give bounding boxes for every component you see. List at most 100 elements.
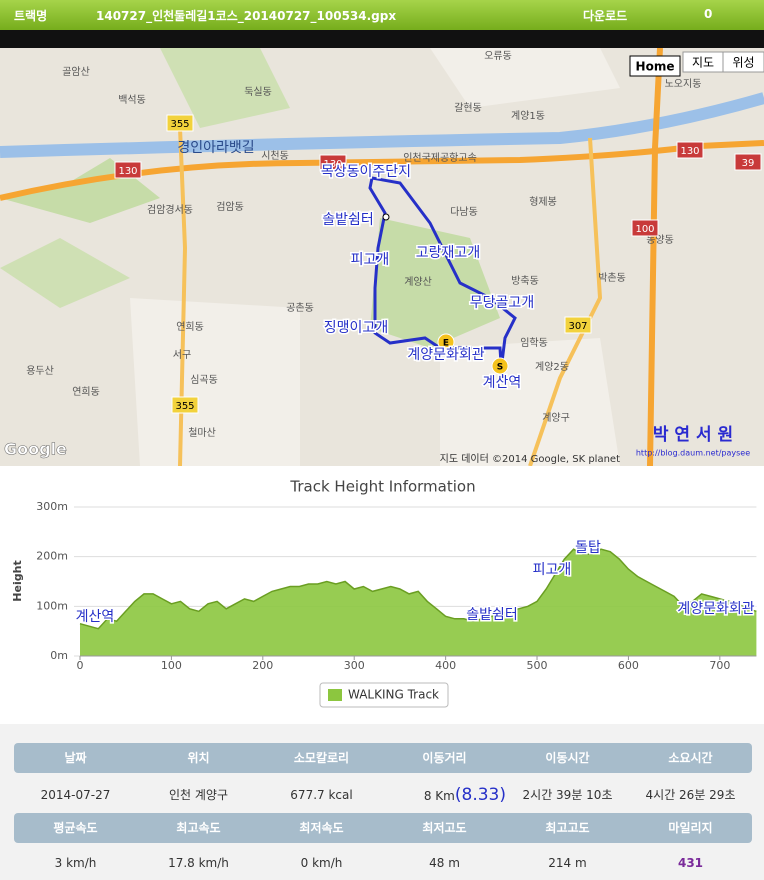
track-label: 트랙명	[14, 9, 48, 23]
value-text: 677.7 kcal	[290, 788, 353, 802]
road	[528, 137, 603, 466]
value-cell: 3 km/h	[14, 848, 137, 878]
park	[0, 238, 130, 308]
highway	[0, 140, 764, 201]
road-number: 39	[742, 158, 755, 169]
header-cell: 마일리지	[668, 821, 713, 835]
annotation: 피고개	[533, 562, 572, 578]
road-number: 130	[323, 159, 342, 170]
place-label: 동양동	[646, 234, 674, 246]
title-bar: 트랙명 140727_인천둘레길1코스_20140727_100534.gpx …	[0, 0, 764, 30]
annotation: 솔밭쉼터	[466, 607, 518, 623]
value-cell: 677.7 kcal	[260, 780, 383, 810]
track-name: 140727_인천둘레길1코스_20140727_100534.gpx	[96, 9, 397, 23]
x-tick-label: 300	[344, 659, 365, 672]
place-label: 방축동	[511, 275, 539, 287]
road-number: 130	[118, 166, 137, 177]
x-tick-label: 700	[709, 659, 730, 672]
place-label: 계양산	[404, 276, 432, 288]
legend-box	[319, 682, 449, 708]
area-line	[79, 548, 757, 630]
legend-label: WALKING Track	[348, 688, 439, 702]
map-button-label[interactable]: 지도	[692, 56, 714, 70]
route-label: 계양문화회관	[407, 347, 484, 363]
value-cell: 8 Km(8.33)	[383, 780, 506, 810]
map-button[interactable]	[722, 51, 764, 73]
value-text: 48 m	[429, 856, 460, 870]
place-label: 계양2동	[535, 361, 569, 373]
download-button[interactable]: 다운로드	[583, 9, 628, 23]
header-cell: 최고속도	[176, 821, 221, 835]
start-marker-label: S	[497, 363, 503, 373]
place-label: 공촌동	[286, 302, 314, 314]
header-cell: 소모칼로리	[293, 751, 350, 765]
value-cell: 48 m	[383, 848, 506, 878]
y-tick-label: 0m	[50, 649, 68, 662]
place-label: 인천국제공항고속	[403, 152, 477, 164]
urban	[440, 338, 620, 466]
header-cell: 이동시간	[545, 751, 590, 765]
y-tick-label: 200m	[36, 550, 68, 563]
x-tick-label: 0	[77, 659, 84, 672]
place-label: 심곡동	[190, 374, 218, 386]
x-tick-label: 400	[435, 659, 456, 672]
route-label: 피고개	[351, 252, 390, 268]
place-label: 백석동	[118, 94, 146, 106]
value-text: 2시간 39분 10초	[522, 788, 613, 802]
header-cell: 날짜	[64, 751, 87, 765]
x-tick-label: 500	[527, 659, 548, 672]
river	[0, 92, 764, 158]
road-number: 307	[568, 321, 587, 332]
header-row: 평균속도 최고속도 최저속도 최저고도 최고고도 마일리지	[14, 813, 752, 843]
place-label: 검암경서동	[147, 203, 193, 216]
value-cell: 2시간 39분 10초	[506, 780, 629, 810]
header-cell: 이동거리	[422, 751, 467, 765]
header-cell: 위치	[187, 751, 210, 765]
map-button-label[interactable]: Home	[636, 60, 675, 74]
place-label: 둑실동	[244, 86, 272, 98]
y-tick-label: 100m	[36, 599, 68, 612]
value-text: 4시간 26분 29초	[645, 788, 736, 802]
value-cell: 인천 계양구	[137, 780, 260, 810]
road-shield	[676, 141, 704, 159]
place-label: 검암동	[216, 201, 244, 213]
road-shield	[114, 161, 142, 179]
urban	[130, 298, 300, 466]
chart-title: Track Height Information	[289, 478, 475, 496]
road-number: 355	[175, 401, 194, 412]
value-cell: 17.8 km/h	[137, 848, 260, 878]
route-label: 징맹이고개	[324, 320, 388, 336]
place-label: 철마산	[188, 427, 216, 439]
place-label: 경인아라뱃길	[177, 140, 254, 156]
map-button[interactable]	[629, 55, 681, 77]
park	[160, 48, 290, 128]
map-button-label[interactable]: 위성	[732, 56, 754, 70]
value-cell: 431	[629, 848, 752, 878]
value-text: 3 km/h	[54, 856, 97, 870]
route	[368, 176, 517, 379]
route-label: 목상동이주단지	[321, 164, 411, 180]
road-shield	[734, 153, 762, 171]
road-shield	[171, 396, 199, 414]
value-text: 8 Km	[423, 789, 455, 803]
separator	[0, 30, 764, 48]
y-axis-label: Height	[11, 560, 24, 601]
park	[370, 218, 500, 348]
route-label: 무당골고개	[470, 295, 534, 311]
legend-swatch	[328, 689, 342, 701]
place-label: 골암산	[62, 66, 90, 78]
header-cell: 평균속도	[53, 821, 98, 835]
value-cell: 4시간 26분 29초	[629, 780, 752, 810]
route-label: 계산역	[483, 375, 522, 391]
watermark-url: http://blog.daum.net/paysee	[636, 449, 750, 458]
header-cell: 최저고도	[422, 821, 467, 835]
place-label: 용두산	[26, 365, 54, 377]
end-marker-label: E	[443, 339, 449, 349]
place-label: 연희동	[176, 321, 204, 333]
download-count: 0	[704, 7, 713, 21]
road-shield	[319, 154, 347, 172]
place-label: 서구	[173, 349, 191, 361]
distance-note: (8.33)	[454, 785, 506, 805]
